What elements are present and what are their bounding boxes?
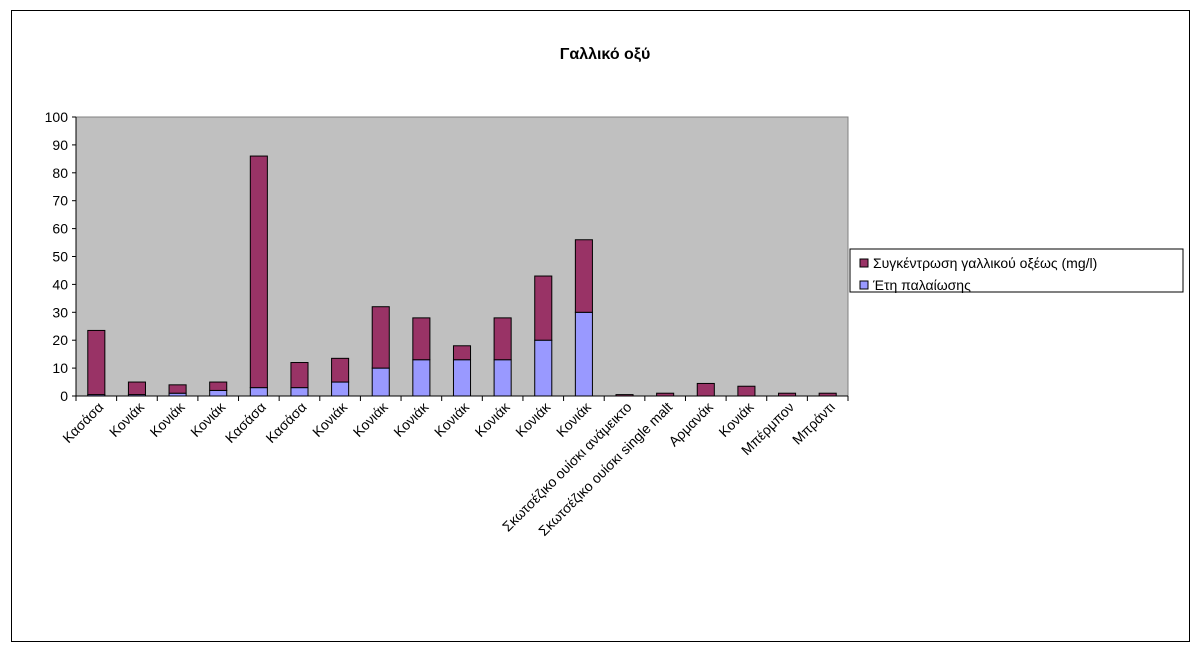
bar-segment	[818, 392, 837, 397]
bar-segment	[209, 381, 228, 391]
x-tick-label: Μπράντι	[789, 399, 838, 448]
bar-segment	[615, 394, 634, 397]
legend-swatch	[859, 280, 869, 290]
x-tick-label: Κασάσα	[59, 399, 106, 446]
y-tick-label: 50	[52, 249, 68, 265]
bars	[87, 155, 837, 397]
bar-segment	[290, 362, 309, 389]
bar-segment	[412, 317, 431, 361]
bar-segment	[290, 387, 309, 397]
x-tick-label: Κονιάκ	[472, 398, 514, 440]
y-tick-label: 70	[52, 193, 68, 209]
x-tick-label: Κονιάκ	[431, 398, 473, 440]
bar-segment	[249, 387, 268, 397]
bar-segment	[452, 359, 472, 397]
bar-segment	[696, 382, 715, 397]
x-tick-label: Κασάσα	[222, 399, 269, 446]
y-tick-label: 80	[52, 165, 68, 181]
y-tick-label: 60	[52, 221, 68, 237]
y-tick-label: 100	[45, 109, 69, 125]
y-tick-label: 0	[60, 388, 68, 404]
bar-segment	[371, 306, 390, 369]
x-tick-label: Κονιάκ	[106, 398, 148, 440]
bar-segment	[493, 317, 512, 361]
chart-svg: Γαλλικό οξύ 0 10 20 30 40 50 60 70 80 90 100 Κασάσ…	[45, 46, 1184, 539]
bar-segment	[87, 329, 106, 396]
chart-title: Γαλλικό οξύ	[560, 46, 651, 63]
bar-segment	[493, 359, 512, 397]
bar-segment	[249, 155, 268, 389]
x-tick-label: Κονιάκ	[350, 398, 392, 440]
bar-segment	[534, 339, 553, 397]
bar-segment	[127, 381, 146, 396]
legend-box	[849, 248, 1184, 293]
y-tick-label: 10	[52, 360, 68, 376]
x-tick-label: Κονιάκ	[390, 398, 432, 440]
x-tick-label: Κασάσα	[262, 399, 309, 446]
bar-segment	[168, 384, 187, 394]
legend-label: Έτη παλαίωσης	[872, 277, 971, 293]
y-tick-label: 20	[52, 332, 68, 348]
x-tick-label: Αρμανάκ	[665, 398, 716, 449]
bar-segment	[331, 381, 350, 397]
legend-swatch	[859, 258, 869, 268]
y-axis: 0 10 20 30 40 50 60 70 80 90 100	[45, 109, 77, 404]
bar-segment	[452, 345, 472, 361]
x-tick-label: Κονιάκ	[512, 398, 554, 440]
y-tick-label: 90	[52, 137, 68, 153]
x-tick-label: Κονιάκ	[309, 398, 351, 440]
chart-frame: Γαλλικό οξύ 0 10 20 30 40 50 60 70 80 90 100 Κασάσ…	[11, 10, 1190, 642]
bar-segment	[574, 311, 593, 397]
legend: Συγκέντρωση γαλλικού οξέως (mg/l) Έτη παλ…	[849, 248, 1184, 293]
bar-segment	[778, 392, 797, 397]
bar-segment	[331, 357, 350, 383]
bar-segment	[209, 389, 228, 397]
bar-segment	[412, 359, 431, 397]
bar-segment	[574, 239, 593, 313]
x-tick-label: Κονιάκ	[147, 398, 189, 440]
bar-segment	[737, 385, 756, 397]
bar-segment	[534, 275, 553, 341]
y-tick-label: 30	[52, 304, 68, 320]
bar-segment	[656, 392, 675, 397]
legend-label: Συγκέντρωση γαλλικού οξέως (mg/l)	[873, 255, 1097, 271]
y-tick-label: 40	[52, 276, 68, 292]
bar-segment	[371, 367, 390, 397]
